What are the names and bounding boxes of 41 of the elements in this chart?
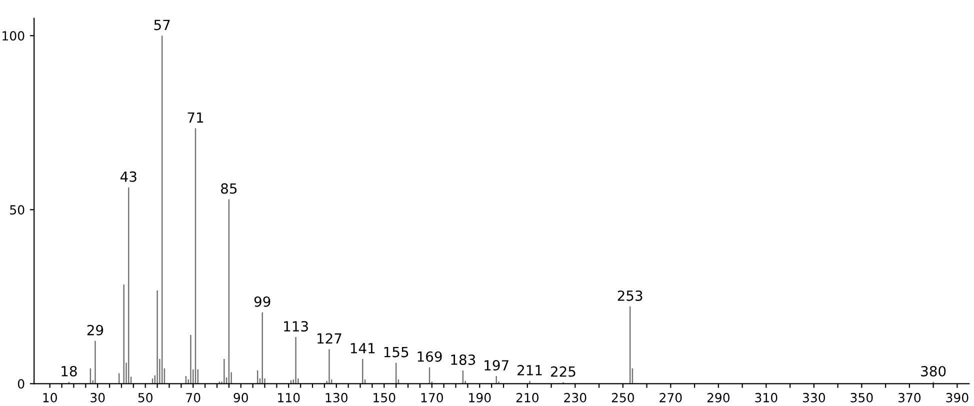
annotation: 380	[921, 366, 946, 376]
annotation: 197	[484, 360, 508, 371]
y-tick-label: 0	[18, 379, 24, 389]
annotation: 18	[62, 366, 77, 376]
annotation: 211	[518, 364, 542, 376]
annotation: 155	[384, 347, 408, 358]
x-tick-label: 270	[660, 392, 682, 402]
x-tick-label: 390	[946, 392, 968, 402]
x-tick-label: 230	[564, 392, 586, 402]
annotation: 225	[550, 366, 576, 377]
annotation: 85	[221, 183, 237, 194]
x-tick-label: 110	[278, 392, 300, 402]
x-tick-label: 210	[516, 392, 538, 402]
annotation: 253	[618, 290, 642, 301]
y-tick-label: 100	[2, 31, 24, 41]
x-tick-label: 350	[850, 392, 873, 402]
x-tick-label: 190	[469, 392, 491, 402]
x-tick-label: 170	[421, 392, 443, 402]
y-tick-label: 50	[10, 205, 24, 215]
x-tick-label: 150	[374, 392, 396, 402]
annotation: 127	[317, 333, 342, 344]
annotation: 169	[418, 351, 442, 362]
annotation: 183	[451, 354, 476, 365]
x-tick-label: 90	[234, 392, 248, 402]
annotation: 29	[87, 324, 104, 336]
x-tick-label: 130	[326, 392, 348, 402]
annotation: 141	[350, 343, 375, 354]
annotation: 113	[284, 321, 308, 332]
x-tick-label: 370	[898, 392, 921, 402]
x-tick-label: 250	[612, 392, 634, 402]
annotation: 99	[254, 296, 270, 307]
x-tick-label: 30	[90, 392, 105, 402]
x-tick-label: 290	[707, 392, 730, 402]
x-tick-label: 310	[755, 392, 778, 402]
x-tick-label: 50	[138, 392, 152, 402]
annotation: 71	[188, 112, 204, 123]
x-tick-label: 10	[43, 392, 57, 402]
x-tick-label: 330	[802, 392, 826, 402]
annotation: 43	[120, 171, 136, 182]
x-tick-label: 70	[186, 392, 200, 402]
annotation: 57	[154, 20, 170, 30]
